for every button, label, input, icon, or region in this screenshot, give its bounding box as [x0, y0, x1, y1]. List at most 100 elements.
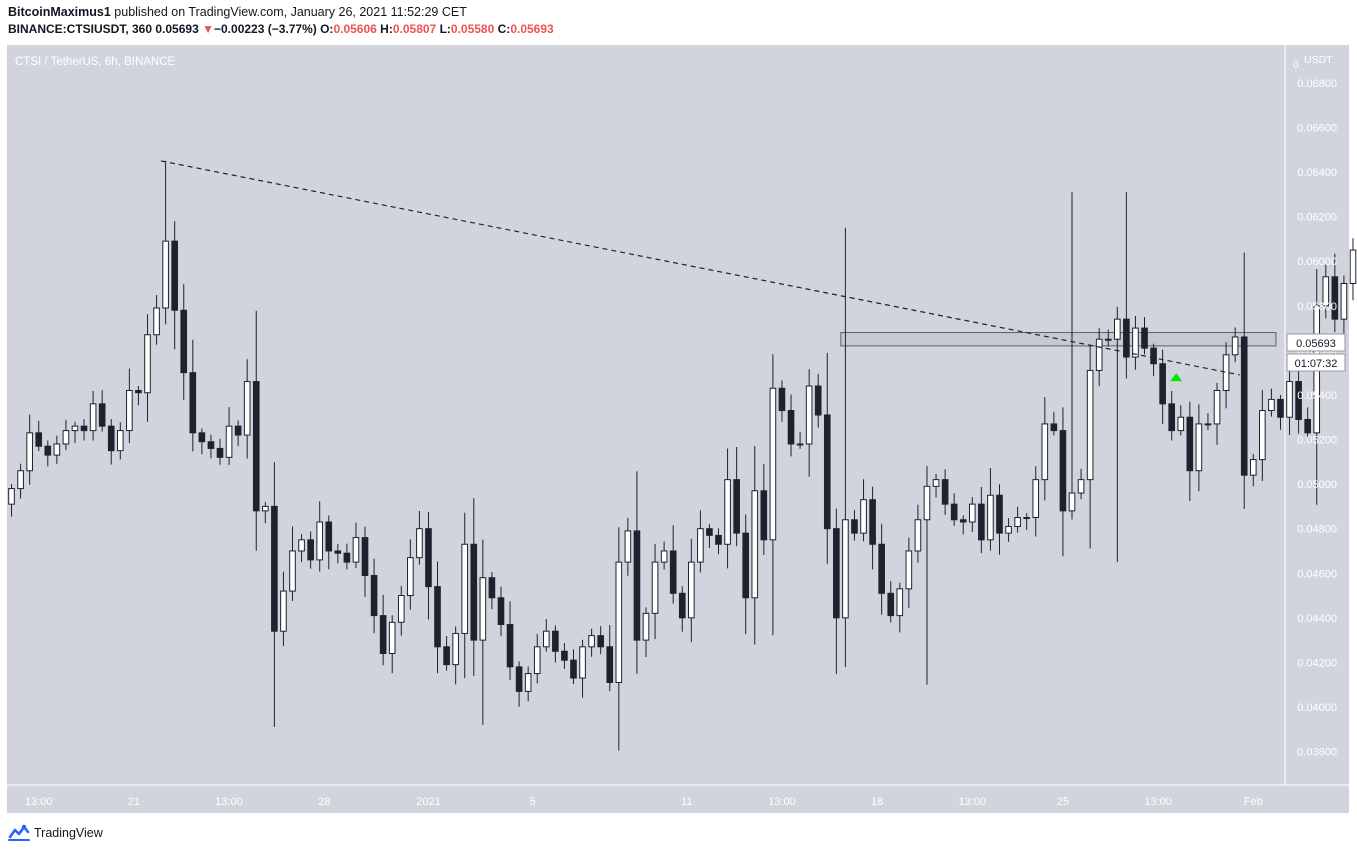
close-value: 0.05693 [510, 22, 554, 36]
open-label: O: [320, 22, 334, 36]
candle-down [343, 552, 351, 563]
candle-up [162, 240, 169, 309]
candle-down [869, 499, 876, 545]
countdown-badge: 01:07:32 [1295, 358, 1338, 370]
time-axis[interactable] [7, 785, 1349, 813]
low-value: 0.05580 [450, 22, 495, 36]
candle-down [1240, 336, 1248, 476]
candle-down [361, 537, 369, 576]
candle-up [1268, 398, 1275, 412]
candle-up [1086, 369, 1094, 481]
low-label: L: [439, 22, 451, 36]
candle-up [1014, 517, 1021, 527]
candle-down [1150, 347, 1157, 365]
candle-up [860, 499, 867, 534]
candle-down [978, 503, 985, 541]
high-value: 0.05807 [392, 22, 437, 36]
candle-up [1322, 276, 1330, 307]
candle-down [252, 381, 260, 512]
candle-up [769, 387, 777, 541]
candle-up [407, 557, 414, 597]
tradingview-logo[interactable]: TradingView [8, 824, 103, 842]
candle-down [733, 479, 740, 534]
candle-up [1249, 459, 1257, 476]
price-badge-box [1286, 333, 1346, 352]
y-tick-label: 0.06000 [1297, 256, 1337, 268]
candle-up [71, 425, 79, 432]
candle-down [1168, 403, 1176, 432]
candle-down [1277, 398, 1284, 418]
candle-down [180, 309, 188, 374]
candle-down [950, 503, 958, 521]
candle-down [425, 528, 432, 588]
axis-currency: USDT [1304, 54, 1333, 66]
candle-down [633, 530, 641, 641]
candle-up [53, 443, 61, 456]
candle-down [706, 528, 713, 536]
candle-down [787, 410, 795, 445]
candle-up [1095, 338, 1103, 371]
candle-up [968, 503, 976, 523]
candle-up [352, 537, 360, 563]
y-tick-label: 0.06600 [1297, 122, 1337, 134]
candle-up [1177, 416, 1185, 432]
x-tick-label: 13:00 [1144, 796, 1172, 808]
candle-up [932, 479, 940, 487]
candle-down [80, 425, 88, 432]
candle-up [479, 577, 487, 641]
x-tick-label: 18 [871, 796, 883, 808]
candle-up [542, 630, 550, 648]
y-tick-label: 0.04800 [1297, 524, 1337, 536]
candle-up [1195, 423, 1203, 472]
candle-down [552, 630, 559, 652]
x-tick-label: 5 [530, 796, 536, 808]
candle-up [615, 561, 623, 683]
candle-up [452, 632, 459, 666]
candle-up [1023, 517, 1030, 520]
signal-triangle-up-icon [1170, 373, 1183, 382]
y-tick-label: 0.04600 [1297, 568, 1337, 580]
author-name[interactable]: BitcoinMaximus1 [8, 5, 111, 19]
candle-down [234, 425, 242, 436]
candle-up [289, 550, 296, 592]
candle-down [1331, 276, 1339, 320]
candle-up [1340, 282, 1348, 320]
candle-up [416, 528, 423, 559]
candle-down [171, 240, 178, 311]
candle-down [570, 659, 577, 679]
candle-down [189, 372, 197, 434]
candle-down [887, 592, 895, 617]
candle-up [914, 519, 922, 552]
x-tick-label: 28 [318, 796, 330, 808]
countdown-badge-box [1286, 353, 1346, 372]
candle-up [1005, 525, 1012, 534]
x-tick-label: 11 [681, 796, 692, 808]
x-tick-label: 2021 [416, 796, 440, 808]
candle-down [606, 646, 614, 683]
change-value: −0.00223 (−3.77%) [214, 22, 317, 36]
candle-up [126, 389, 133, 432]
candle-down [851, 519, 858, 534]
candle-up [1204, 423, 1212, 426]
candle-up [1032, 479, 1040, 519]
chart-title: CTSI / TetherUS, 6h, BINANCE [15, 56, 176, 68]
candle-up [651, 561, 659, 614]
candle-up [923, 485, 931, 521]
candle-up [751, 490, 759, 599]
candle-up [660, 550, 668, 563]
candle-up [905, 550, 913, 590]
x-tick-label: 25 [1057, 796, 1069, 808]
candle-down [1123, 318, 1130, 358]
candle-up [1114, 318, 1121, 340]
last-price: 0.05693 [155, 22, 199, 36]
candle-down [1159, 363, 1166, 405]
candle-up [243, 381, 251, 436]
candle-down [996, 494, 1003, 534]
candle-up [896, 588, 904, 617]
x-tick-label: 21 [128, 796, 140, 808]
close-label: C: [497, 22, 511, 36]
candle-down [1050, 423, 1058, 432]
candle-down [443, 646, 450, 666]
y-tick-label: 0.05000 [1297, 479, 1337, 491]
